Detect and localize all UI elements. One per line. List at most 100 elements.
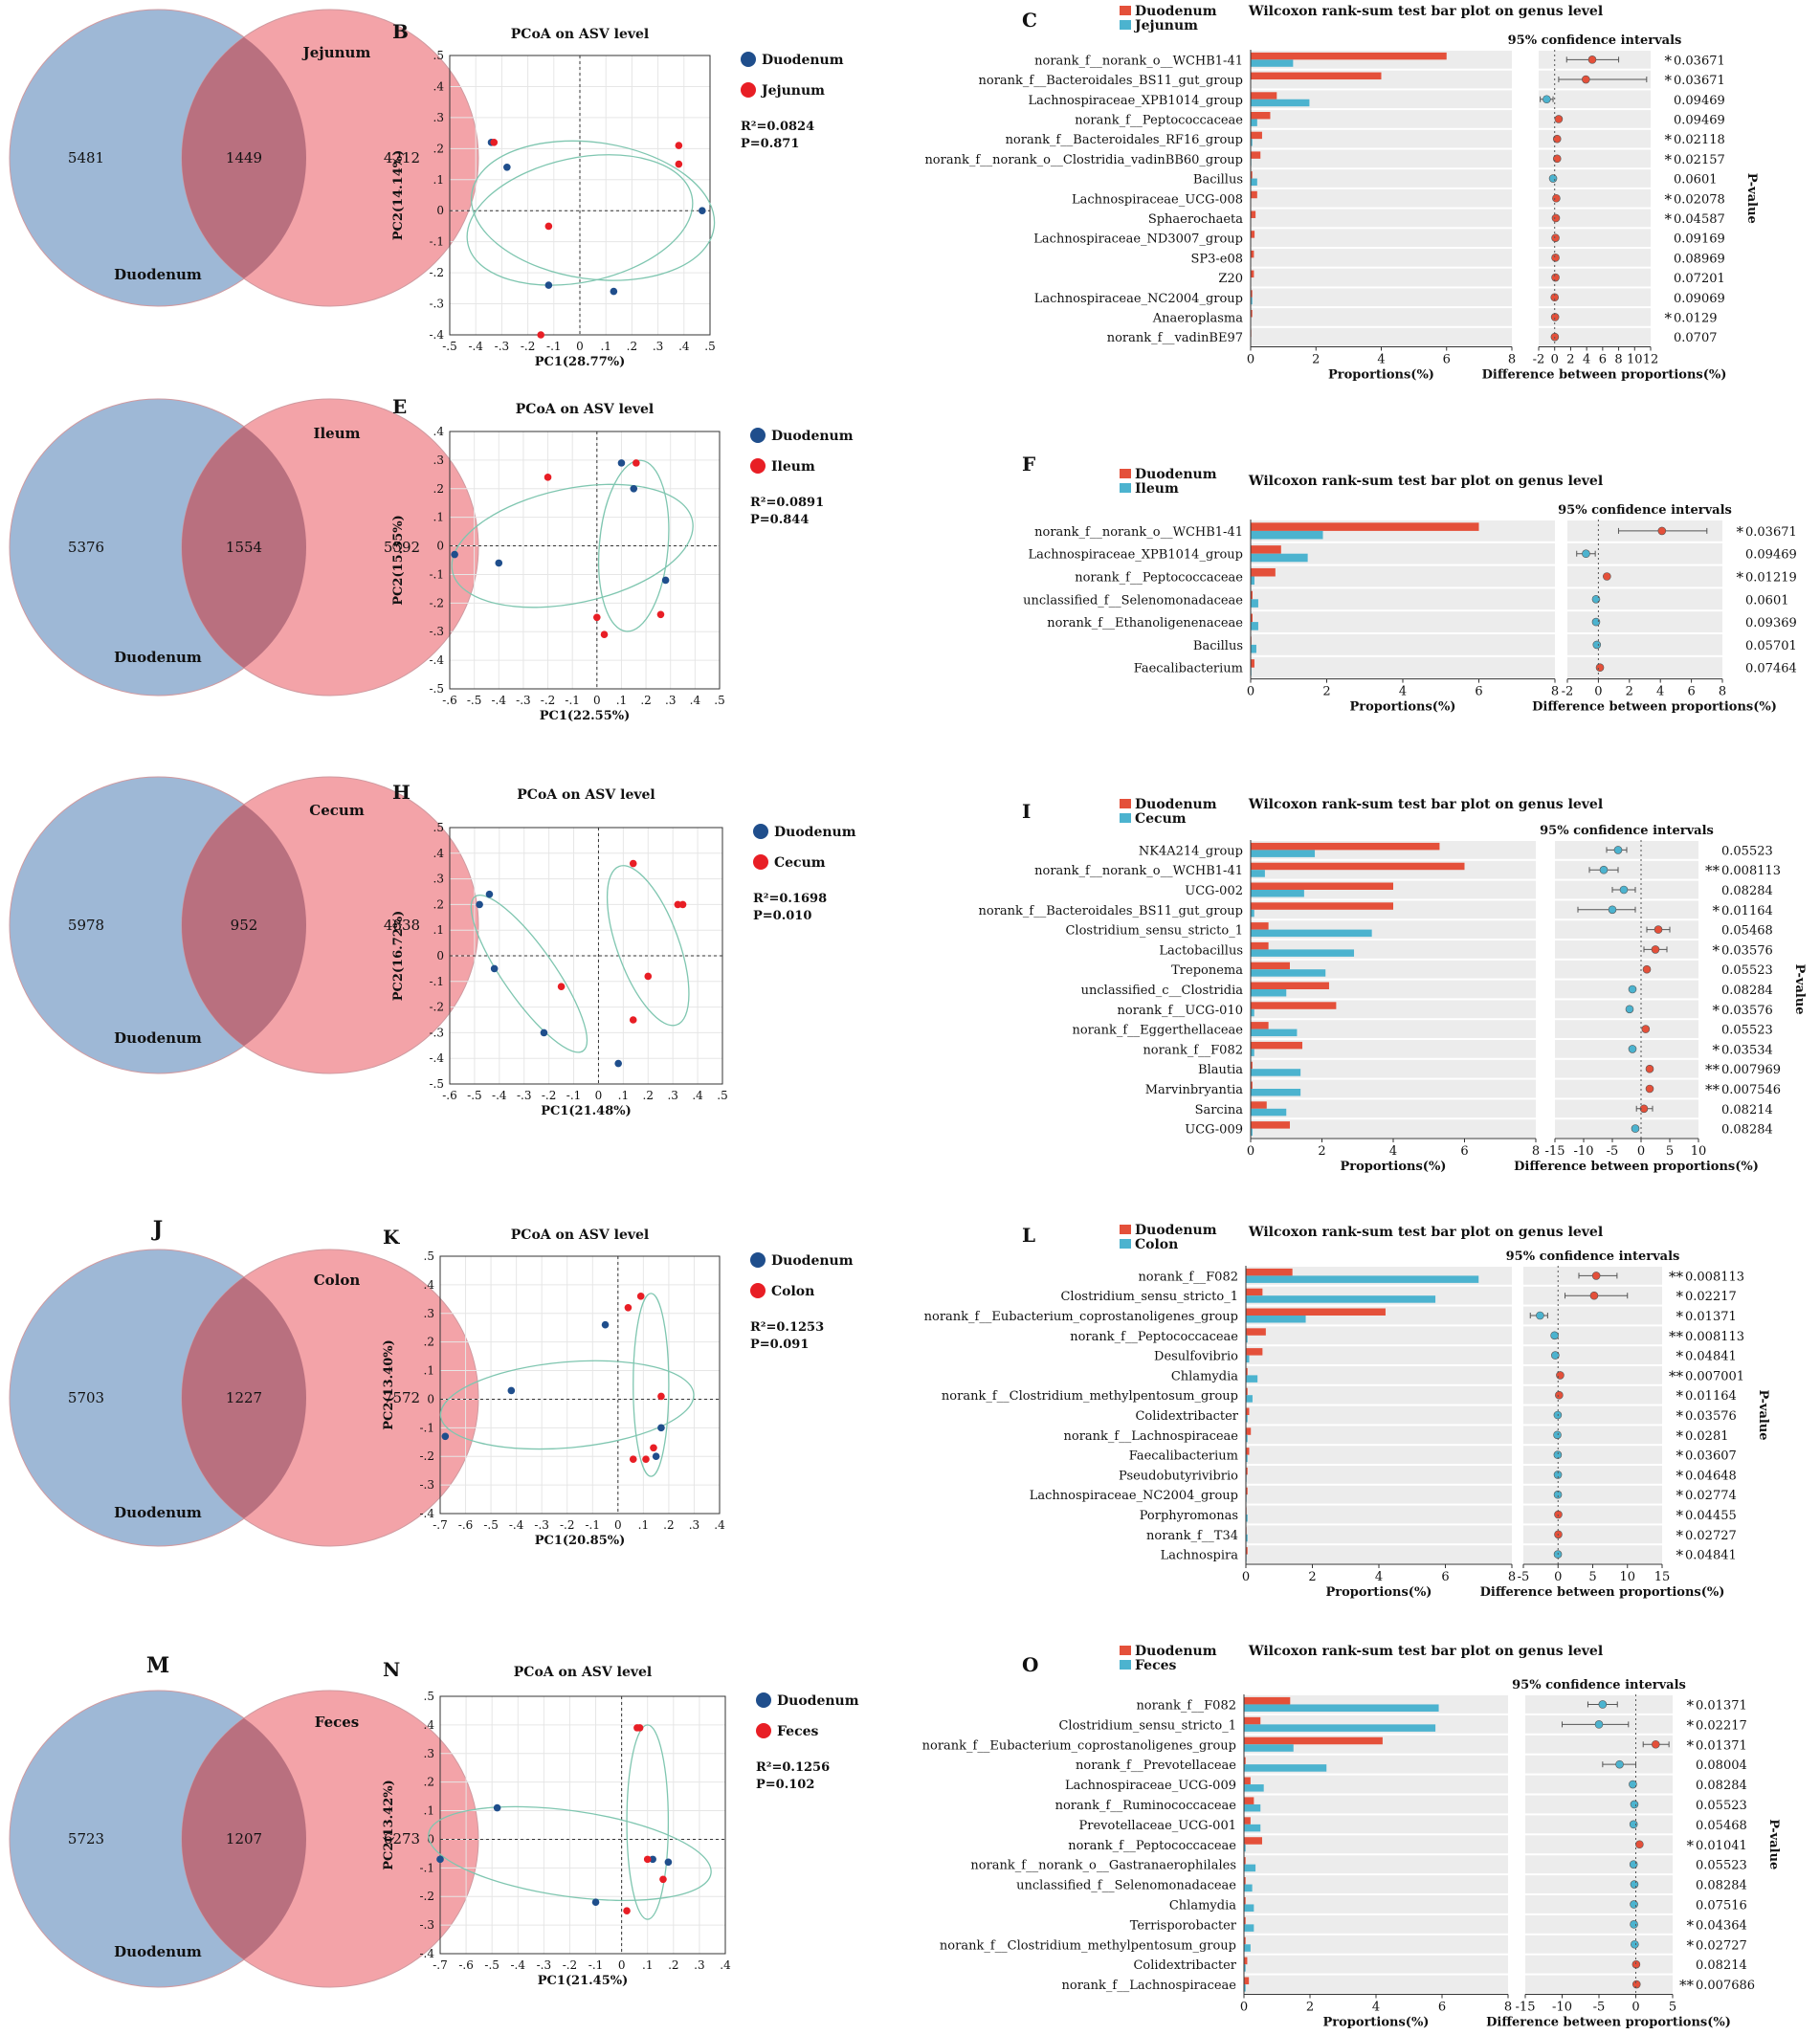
category-label: norank_f__norank_o__Gastranaerophilales	[970, 1859, 1236, 1873]
venn-shared-count: 1449	[226, 149, 262, 166]
p-value-label: 0.05523	[1696, 1859, 1747, 1873]
bar-duodenum	[1246, 1348, 1263, 1356]
p-axis-label: P-value	[1744, 173, 1759, 224]
point-colon	[657, 1392, 665, 1401]
bar-cecum	[1251, 1029, 1298, 1037]
diff-row-band	[1539, 169, 1651, 188]
prop-tick-label: 6	[1443, 353, 1451, 367]
diff-tick-label: 12	[1643, 353, 1659, 367]
pcoa-title: PCoA on ASV level	[516, 402, 654, 417]
p-value-label: 0.03534	[1721, 1043, 1773, 1057]
bar-ileum	[1251, 530, 1323, 540]
row-band	[1251, 565, 1555, 587]
y-tick-label: .1	[433, 511, 444, 524]
pcoa-title: PCoA on ASV level	[514, 1665, 652, 1680]
prop-tick-label: 0	[1247, 1144, 1254, 1159]
p-value-label: 0.08214	[1696, 1958, 1747, 1973]
significance-mark: *	[1737, 523, 1744, 541]
confidence-ellipse	[439, 1360, 695, 1450]
p-value-label: 0.04841	[1685, 1350, 1737, 1364]
diff-tick-label: 8	[1719, 685, 1726, 699]
significance-mark: *	[1713, 941, 1720, 959]
ci-label: 95% confidence intervals	[1508, 33, 1682, 48]
significance-mark: *	[1676, 1387, 1684, 1405]
y-tick-label: .5	[424, 1690, 434, 1703]
diff-row-band	[1567, 588, 1722, 610]
y-tick-label: -.5	[429, 1077, 444, 1091]
bar-duodenum	[1251, 941, 1269, 950]
diff-row-band	[1555, 1020, 1698, 1038]
x-tick-label: .3	[694, 1958, 704, 1972]
p-value-label: 0.08004	[1696, 1759, 1747, 1773]
point-jejunum	[544, 222, 553, 231]
legend-swatch-duodenum	[1120, 469, 1131, 478]
y-tick-label: .3	[424, 1747, 434, 1760]
panel-letter: L	[1022, 1224, 1035, 1247]
diff-tick-label: -5	[1607, 1144, 1619, 1159]
y-tick-label: -.2	[429, 266, 444, 279]
significance-mark: *	[1676, 1308, 1684, 1325]
y-tick-label: .1	[433, 923, 444, 937]
confidence-ellipse	[626, 1724, 670, 1920]
diff-tick-label: 10	[1691, 1144, 1707, 1159]
bar-duodenum	[1251, 231, 1255, 238]
legend-label-duodenum: Duodenum	[762, 53, 844, 68]
point-duodenum	[657, 1424, 665, 1432]
bar-feces	[1244, 1884, 1253, 1892]
row-band	[1251, 1099, 1536, 1118]
diff-point	[1654, 925, 1663, 934]
bar-duodenum	[1246, 1387, 1248, 1396]
diff-point	[1551, 1351, 1560, 1360]
y-tick-label: .4	[424, 1278, 435, 1292]
category-label: Clostridium_sensu_stricto_1	[1058, 1718, 1236, 1733]
wilcoxon-title: Wilcoxon rank-sum test bar plot on genus…	[1248, 797, 1603, 812]
diff-point	[1642, 964, 1652, 974]
p-value-label: 0.08284	[1696, 1779, 1747, 1793]
row-band	[1246, 1326, 1512, 1345]
diff-row-band	[1523, 1525, 1662, 1544]
p-value-label: 0.05523	[1696, 1799, 1747, 1813]
row-band	[1246, 1446, 1512, 1464]
bar-duodenum	[1251, 72, 1382, 80]
legend-swatch-other	[750, 458, 766, 474]
p-value-label: 0.03607	[1685, 1449, 1737, 1464]
p-value-label: 0.007686	[1696, 1979, 1755, 1993]
venn-left-count: 5481	[68, 149, 104, 166]
bar-jejunum	[1251, 178, 1257, 187]
diff-axis-label: Difference between proportions(%)	[1482, 368, 1727, 383]
bar-cecum	[1251, 989, 1287, 997]
row-band	[1246, 1545, 1512, 1563]
confidence-ellipse	[466, 154, 694, 286]
bar-duodenum	[1251, 862, 1465, 871]
venn-shared-count: 1207	[226, 1830, 262, 1847]
row-band	[1246, 1505, 1512, 1524]
category-label: Lachnospiraceae_ND3007_group	[1033, 232, 1243, 247]
significance-mark: *	[1676, 1407, 1684, 1425]
category-label: norank_f__norank_o__WCHB1-41	[1034, 864, 1243, 878]
venn-G: GCecumDuodenum59789524838	[9, 776, 479, 1074]
p-value-label: 0.01041	[1696, 1839, 1747, 1853]
diff-row-band	[1555, 940, 1698, 959]
x-tick-label: .2	[627, 340, 637, 353]
confidence-ellipse	[428, 1805, 712, 1902]
venn-left-label: Duodenum	[114, 266, 202, 283]
prop-tick-label: 2	[1306, 2001, 1314, 2015]
x-tick-label: -.1	[565, 694, 580, 707]
bar-duodenum	[1251, 982, 1329, 989]
bar-duodenum	[1251, 522, 1479, 531]
category-label: norank_f__Lachnospiraceae	[1064, 1429, 1239, 1444]
bar-cecum	[1251, 929, 1372, 938]
row-band	[1251, 169, 1512, 188]
point-cecum	[629, 1016, 637, 1024]
x-axis-label: PC1(21.45%)	[538, 1974, 629, 1988]
legend-swatch-other	[1120, 1660, 1131, 1670]
legend-swatch-duodenum	[1120, 6, 1131, 15]
diff-row-band	[1523, 1326, 1662, 1345]
diff-point	[1630, 1880, 1639, 1889]
legend-swatch-other	[756, 1723, 771, 1738]
p-value-label: 0.01164	[1685, 1389, 1737, 1404]
y-tick-label: -.2	[419, 1449, 434, 1463]
p-value-label: 0.08284	[1721, 1123, 1773, 1138]
